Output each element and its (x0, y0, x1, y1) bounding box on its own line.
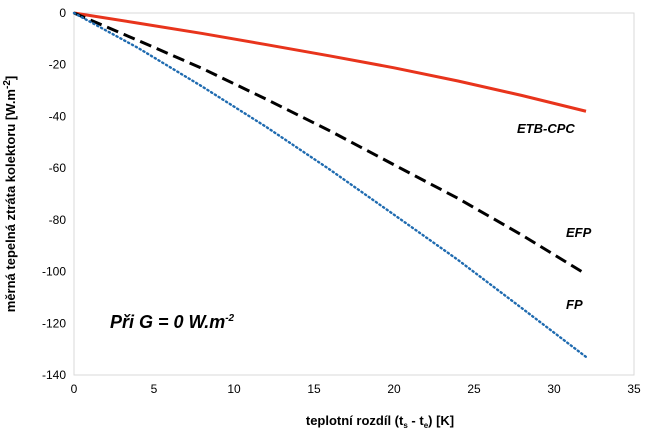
y-axis-title: měrná tepelná ztráta kolektoru [W.m-2] (2, 76, 18, 312)
x-tick-label: 5 (151, 382, 158, 396)
series-line-fp (72, 11, 588, 359)
y-tick-label: -100 (42, 265, 66, 279)
plot-frame (73, 12, 635, 376)
x-tick-label: 0 (71, 382, 78, 396)
x-tick-label: 35 (627, 382, 641, 396)
x-tick-label: 30 (547, 382, 561, 396)
y-axis-ticks: 0 -20 -40 -60 -80 -100 -120 -140 (42, 6, 66, 382)
y-tick-label: -140 (42, 368, 66, 382)
series-line-etb-cpc (73, 11, 587, 113)
series-line-efp (73, 11, 587, 276)
x-axis-ticks: 0 5 10 15 20 25 30 35 (71, 382, 641, 396)
y-tick-label: -40 (49, 109, 67, 123)
series-label-fp: FP (566, 297, 583, 312)
y-tick-label: -20 (49, 58, 67, 72)
condition-annotation: Při G = 0 W.m-2 (110, 312, 235, 332)
x-tick-label: 15 (307, 382, 321, 396)
y-tick-label: 0 (59, 6, 66, 20)
series-label-etb-cpc: ETB-CPC (517, 121, 575, 136)
x-tick-label: 10 (227, 382, 241, 396)
y-tick-label: -80 (49, 213, 67, 227)
y-tick-label: -60 (49, 161, 67, 175)
y-tick-label: -120 (42, 316, 66, 330)
x-tick-label: 20 (387, 382, 401, 396)
series-lines (72, 11, 588, 359)
x-axis-title: teplotní rozdíl (ts - te) [K] (306, 413, 454, 430)
series-label-efp: EFP (566, 225, 592, 240)
x-tick-label: 25 (467, 382, 481, 396)
